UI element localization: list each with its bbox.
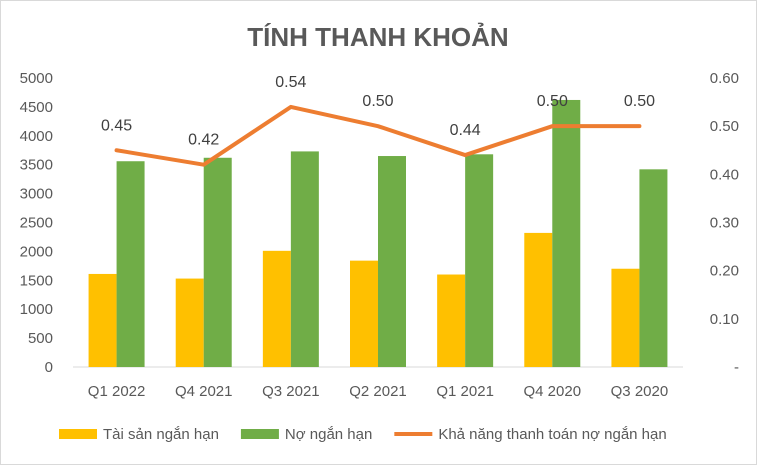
ratio-data-label: 0.45 [101,117,132,134]
left-tick-label: 1000 [20,301,53,318]
ratio-data-label: 0.50 [624,93,655,110]
right-axis-ticks: - 0.10 0.20 0.30 0.40 0.50 0.60 [710,70,739,376]
ratio-line-group: 0.45 0.42 0.54 0.50 0.44 0.50 0.50 [101,74,655,167]
right-tick-label: 0.50 [710,118,739,135]
bar-tai-san-ngan-han [350,260,378,367]
bar-tai-san-ngan-han [611,268,640,367]
left-tick-label: 1500 [20,272,53,289]
left-tick-label: 4000 [20,128,53,145]
category-label: Q3 2020 [611,383,669,400]
left-tick-label: 500 [28,330,53,347]
category-label: Q4 2021 [175,383,233,400]
left-tick-label: 5000 [20,70,53,87]
bar-no-ngan-han [639,169,668,367]
legend-label: Khả năng thanh toán nợ ngắn hạn [438,426,666,443]
category-label: Q3 2021 [262,383,320,400]
left-tick-label: 3500 [20,157,53,174]
ratio-data-label: 0.44 [450,122,481,139]
category-label: Q4 2020 [524,383,582,400]
bar-no-ngan-han [378,156,406,367]
category-label: Q1 2022 [88,383,146,400]
bar-no-ngan-han [290,151,319,367]
ratio-data-label: 0.50 [362,93,393,110]
bar-tai-san-ngan-han [524,232,553,367]
ratio-data-label: 0.54 [275,74,306,91]
right-tick-label: - [734,359,739,376]
left-tick-label: 2000 [20,243,53,260]
right-tick-label: 0.20 [710,263,739,280]
right-tick-label: 0.30 [710,215,739,232]
bar-tai-san-ngan-han [262,250,291,367]
left-tick-label: 4500 [20,99,53,116]
left-tick-label: 0 [45,359,53,376]
bar-no-ngan-han [203,157,232,367]
legend: Tài sản ngắn hạn Nợ ngắn hạn Khả năng than… [59,426,667,443]
bar-no-ngan-han [116,161,145,367]
category-label: Q1 2021 [436,383,494,400]
legend-label: Nợ ngắn hạn [285,426,372,443]
legend-swatch [59,429,97,439]
right-tick-label: 0.10 [710,311,739,328]
left-tick-label: 3000 [20,186,53,203]
bar-tai-san-ngan-han [175,278,204,367]
bars [88,99,668,368]
category-labels: Q1 2022 Q4 2021 Q3 2021 Q2 2021 Q1 2021 Q4 20… [88,383,668,400]
legend-label: Tài sản ngắn hạn [103,426,219,443]
left-axis-ticks: 0 500 1000 1500 2000 2500 3000 3500 4000 4500 5000 [20,70,53,376]
bar-no-ngan-han [552,99,581,368]
category-label: Q2 2021 [349,383,407,400]
ratio-data-label: 0.50 [537,93,568,110]
right-tick-label: 0.40 [710,166,739,183]
bar-tai-san-ngan-han [437,274,466,367]
chart-title: TÍNH THANH KHOẢN [247,22,508,52]
left-tick-label: 2500 [20,215,53,232]
ratio-data-label: 0.42 [188,132,219,149]
right-tick-label: 0.60 [710,70,739,87]
bar-no-ngan-han [465,154,494,367]
legend-swatch [240,429,279,439]
ratio-line [114,104,642,167]
bar-tai-san-ngan-han [88,273,117,367]
